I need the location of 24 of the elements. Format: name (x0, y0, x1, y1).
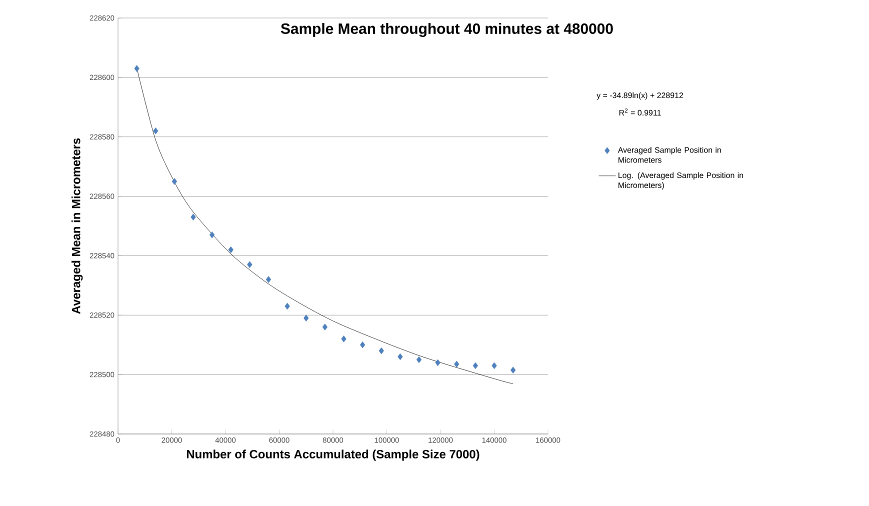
point (472, 362, 478, 370)
point (360, 341, 366, 348)
point (228, 246, 234, 254)
chart-title: Sample Mean throughout 40 minutes at 480000 (280, 22, 613, 37)
point (378, 347, 384, 354)
point (209, 232, 215, 238)
point (510, 366, 516, 374)
point (284, 302, 290, 310)
point (341, 336, 346, 342)
point (416, 356, 422, 364)
x-axis-title: Number of Counts Accumulated (Sample Size 7000) (186, 450, 480, 461)
point (153, 128, 158, 134)
point (454, 360, 460, 368)
point (398, 353, 403, 360)
point (266, 276, 272, 283)
point (190, 214, 196, 220)
point (435, 359, 440, 366)
point (134, 65, 140, 72)
y-axis-title: Averaged Mean in Micrometers (72, 138, 83, 314)
point (172, 178, 178, 185)
point (247, 261, 252, 268)
point (492, 362, 497, 370)
point (304, 314, 309, 322)
point (322, 324, 328, 330)
